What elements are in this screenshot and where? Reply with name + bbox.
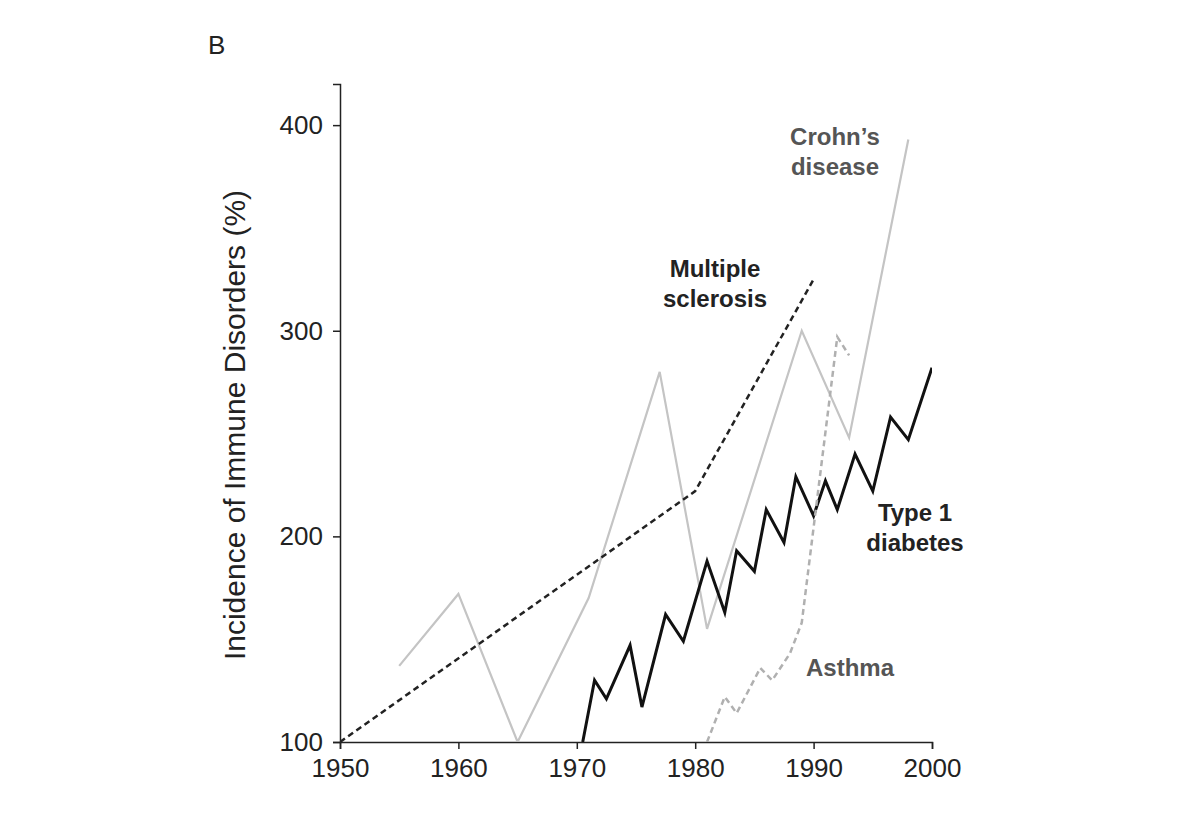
- title: B: [208, 30, 225, 60]
- x-tick-mark: [695, 742, 697, 749]
- x-tick-label: 2000: [904, 753, 962, 783]
- y-tick-label: 200: [280, 521, 323, 551]
- series-line: [707, 337, 849, 742]
- y-tick-mark: [333, 331, 340, 333]
- x-axis-line: [341, 743, 933, 750]
- y-tick: 200: [280, 521, 340, 551]
- x-tick-label: 1990: [785, 753, 843, 783]
- x-tick-mark: [577, 742, 579, 749]
- y-tick-label: 100: [280, 727, 323, 757]
- series-line: [399, 140, 908, 742]
- x-axis: 1950 1960 1970 1980 1990 2000: [312, 742, 962, 783]
- y-tick: 400: [280, 110, 340, 140]
- x-tick-mark: [813, 742, 815, 749]
- series-label: Multiplesclerosis: [663, 255, 767, 312]
- y-tick: 100: [280, 727, 340, 757]
- x-tick-mark: [458, 742, 460, 749]
- y-tick-mark: [333, 125, 340, 127]
- y-tick-label: 300: [280, 316, 323, 346]
- y-axis-line: [333, 85, 341, 743]
- chart: 1950 1960 1970 1980 1990 2000 100 200 300 400 B Inc…: [0, 0, 1200, 822]
- x-tick: 1970: [548, 742, 606, 783]
- x-tick-label: 1960: [430, 753, 488, 783]
- y-axis-title: Incidence of Immune Disorders (%): [218, 190, 251, 660]
- x-tick-label: 1980: [667, 753, 725, 783]
- lines: [340, 140, 932, 742]
- series-line: [340, 279, 814, 742]
- x-tick-label: 1970: [548, 753, 606, 783]
- series-label: Type 1diabetes: [866, 499, 963, 556]
- x-tick-label: 1950: [312, 753, 370, 783]
- series-label: Crohn’sdisease: [790, 123, 880, 180]
- x-tick: 1980: [667, 742, 725, 783]
- y-tick-mark: [333, 742, 340, 744]
- y-tick-label: 400: [280, 110, 323, 140]
- y-tick: 300: [280, 316, 340, 346]
- x-tick: 2000: [904, 742, 962, 783]
- series-label: Asthma: [806, 654, 895, 681]
- x-tick: 1960: [430, 742, 488, 783]
- y-tick-mark: [333, 536, 340, 538]
- plot: 1950 1960 1970 1980 1990 2000 100 200 300 400: [280, 85, 962, 784]
- x-tick: 1990: [785, 742, 843, 783]
- x-tick-mark: [932, 742, 934, 749]
- y-axis: 100 200 300 400: [280, 85, 341, 757]
